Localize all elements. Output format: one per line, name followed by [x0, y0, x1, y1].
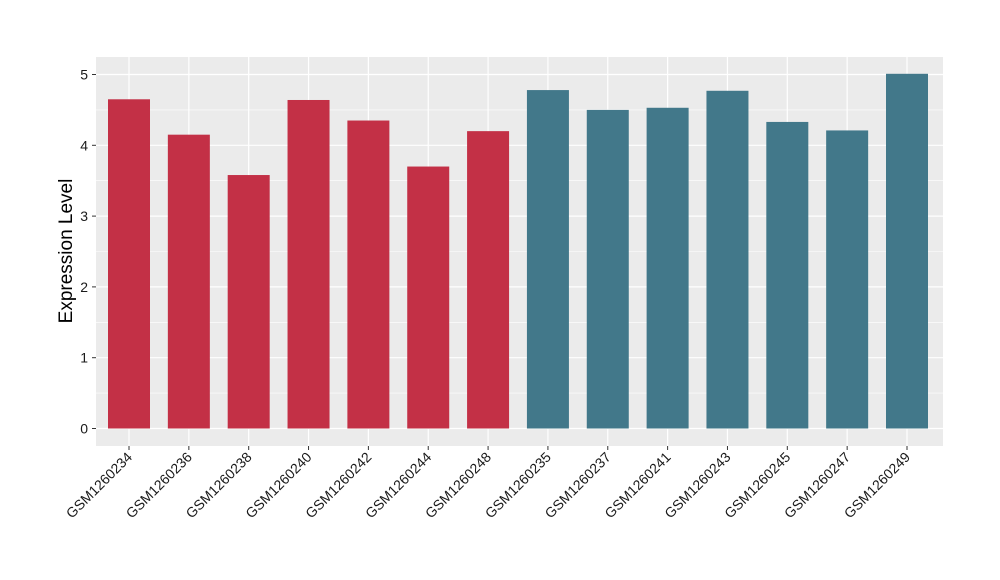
- bar-GSM1260242: [347, 120, 390, 429]
- y-tick-label: 1: [80, 350, 88, 366]
- y-tick-label: 0: [80, 421, 88, 437]
- bar-GSM1260249: [886, 73, 928, 429]
- bar-GSM1260241: [646, 107, 689, 429]
- bar-GSM1260244: [407, 166, 450, 429]
- y-tick-label: 2: [80, 279, 88, 295]
- y-axis-title: Expression Level: [56, 179, 77, 324]
- y-axis: 0 1 2 3 4 5: [80, 67, 96, 437]
- y-tick-label: 5: [80, 67, 88, 83]
- y-tick-label: 4: [80, 137, 88, 153]
- bar-GSM1260240: [287, 99, 330, 429]
- bars: [108, 73, 928, 429]
- bar-GSM1260245: [766, 121, 809, 429]
- x-axis: GSM1260234GSM1260236GSM1260238GSM1260240…: [63, 446, 913, 521]
- bar-GSM1260234: [108, 99, 150, 429]
- bar-GSM1260237: [586, 109, 629, 429]
- bar-GSM1260235: [526, 90, 569, 429]
- bar-GSM1260248: [467, 131, 510, 429]
- bar-GSM1260238: [227, 175, 270, 429]
- y-tick-label: 3: [80, 208, 88, 224]
- bar-GSM1260247: [826, 130, 869, 429]
- bar-GSM1260243: [706, 90, 749, 429]
- bar-GSM1260236: [167, 134, 210, 429]
